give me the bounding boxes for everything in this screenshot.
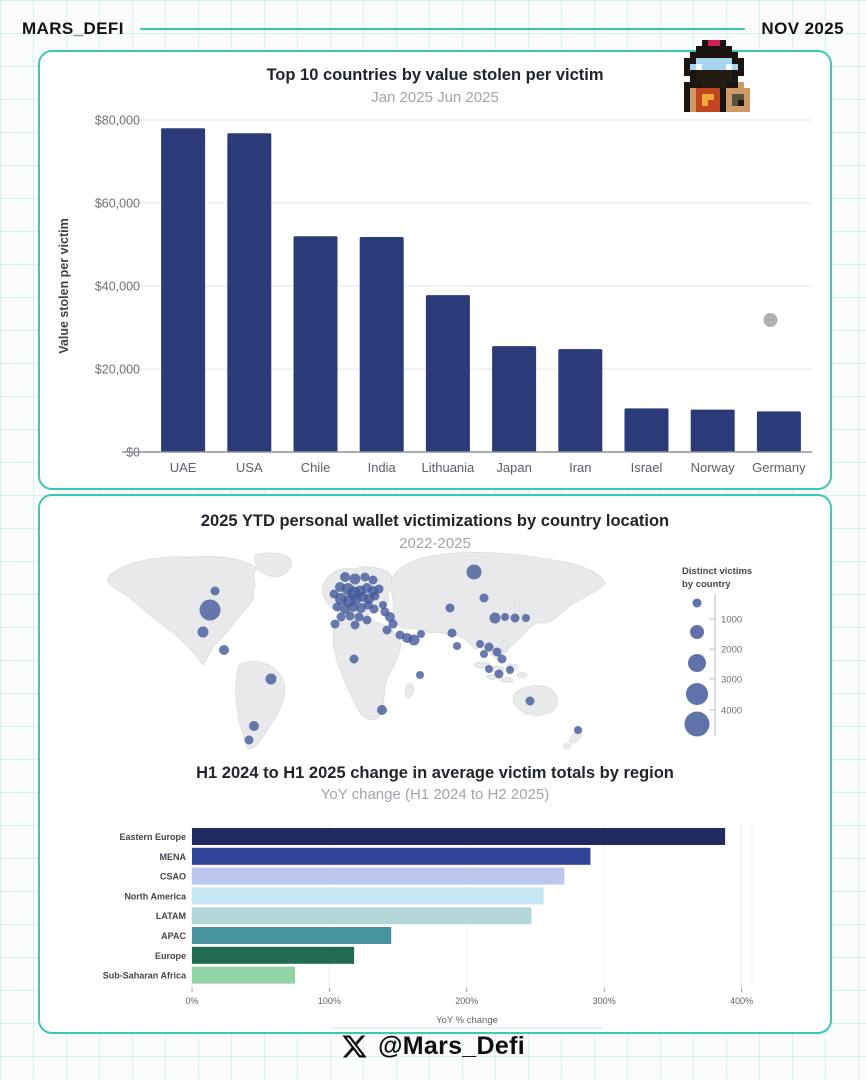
hbar-chart-title: H1 2024 to H1 2025 change in average vic… bbox=[196, 764, 674, 782]
bar-lithuania bbox=[425, 295, 470, 452]
bar-germany bbox=[756, 411, 801, 452]
svg-text:0%: 0% bbox=[185, 996, 198, 1006]
svg-text:CSAO: CSAO bbox=[160, 872, 186, 882]
svg-text:Europe: Europe bbox=[155, 951, 186, 961]
svg-text:UAE: UAE bbox=[170, 460, 197, 475]
svg-text:Iran: Iran bbox=[569, 460, 591, 475]
hbar-apac bbox=[192, 927, 392, 944]
map-subtitle: 2022-2025 bbox=[399, 535, 471, 552]
svg-text:Lithuania: Lithuania bbox=[422, 460, 476, 475]
svg-text:Japan: Japan bbox=[496, 460, 531, 475]
bar-iran bbox=[558, 349, 603, 452]
bar-usa bbox=[227, 133, 272, 452]
svg-text:Chile: Chile bbox=[301, 460, 331, 475]
bar-israel bbox=[624, 408, 669, 452]
bar-chart-title: Top 10 countries by value stolen per vic… bbox=[266, 66, 604, 84]
svg-text:Israel: Israel bbox=[631, 460, 663, 475]
hbar-chart-subtitle: YoY change (H1 2024 to H2 2025) bbox=[320, 786, 550, 803]
hbar-latam bbox=[192, 907, 532, 925]
footer: @Mars_Defi bbox=[0, 1032, 866, 1061]
svg-text:2000: 2000 bbox=[721, 645, 742, 656]
world-bubble-map bbox=[106, 552, 606, 750]
bar-chart-subtitle: Jan 2025 Jun 2025 bbox=[371, 89, 499, 106]
bar-uae bbox=[161, 128, 206, 453]
svg-text:$20,000: $20,000 bbox=[95, 363, 140, 377]
page-header: MARS_DEFI NOV 2025 bbox=[22, 16, 844, 42]
bar-norway bbox=[690, 409, 735, 452]
hbar-sub-saharan-africa bbox=[192, 966, 296, 984]
svg-text:Eastern Europe: Eastern Europe bbox=[119, 832, 186, 842]
svg-text:300%: 300% bbox=[593, 996, 616, 1006]
svg-text:1000: 1000 bbox=[721, 615, 742, 626]
svg-text:200%: 200% bbox=[455, 996, 478, 1006]
svg-text:Value stolen per victim: Value stolen per victim bbox=[57, 218, 71, 353]
svg-text:APAC: APAC bbox=[161, 931, 186, 941]
svg-text:India: India bbox=[368, 460, 397, 475]
svg-text:YoY % change: YoY % change bbox=[436, 1015, 498, 1026]
svg-text:Norway: Norway bbox=[691, 460, 736, 475]
svg-text:4000: 4000 bbox=[721, 706, 742, 717]
hbar-eastern-europe bbox=[192, 828, 726, 845]
svg-text:$40,000: $40,000 bbox=[95, 280, 140, 294]
svg-text:Sub-Saharan Africa: Sub-Saharan Africa bbox=[103, 971, 187, 981]
hbar-csao bbox=[192, 867, 565, 885]
svg-text:Germany: Germany bbox=[752, 460, 806, 475]
bar-india bbox=[359, 237, 404, 452]
hbar-north-america bbox=[192, 887, 544, 905]
avatar-pixel-art bbox=[684, 40, 750, 112]
header-divider-line bbox=[139, 27, 746, 31]
x-twitter-icon bbox=[342, 1035, 367, 1058]
svg-text:North America: North America bbox=[124, 891, 187, 901]
card-victimizations: 2025 YTD personal wallet victimizations … bbox=[38, 494, 832, 1034]
svg-text:$60,000: $60,000 bbox=[95, 197, 140, 211]
bar-japan bbox=[492, 346, 537, 452]
map-title: 2025 YTD personal wallet victimizations … bbox=[200, 512, 670, 530]
bar-chile bbox=[293, 236, 338, 452]
victim-bubbles bbox=[197, 564, 582, 745]
outlier-gray-dot bbox=[763, 313, 778, 328]
svg-text:Distinct victims: Distinct victims bbox=[682, 566, 752, 577]
svg-text:3000: 3000 bbox=[721, 675, 742, 686]
brand-title: MARS_DEFI bbox=[22, 19, 124, 38]
hbar-mena bbox=[192, 847, 591, 865]
svg-text:MENA: MENA bbox=[160, 852, 187, 862]
svg-text:400%: 400% bbox=[730, 996, 753, 1006]
social-handle: @Mars_Defi bbox=[378, 1032, 525, 1060]
svg-text:100%: 100% bbox=[318, 996, 341, 1006]
svg-text:LATAM: LATAM bbox=[156, 911, 186, 921]
card-value-stolen: Top 10 countries by value stolen per vic… bbox=[38, 50, 832, 490]
bubble-size-legend: Distinct victims by country 1000 2000 3000 40… bbox=[682, 566, 752, 737]
svg-text:by country: by country bbox=[682, 579, 731, 590]
hbar-europe bbox=[192, 946, 355, 964]
issue-date: NOV 2025 bbox=[761, 19, 844, 38]
horizontal-bar-chart: 0% 100% 200% 300% 400% Eastern Europe MENA CSAO… bbox=[103, 824, 753, 1029]
svg-text:USA: USA bbox=[236, 460, 263, 475]
svg-text:$80,000: $80,000 bbox=[95, 114, 140, 128]
